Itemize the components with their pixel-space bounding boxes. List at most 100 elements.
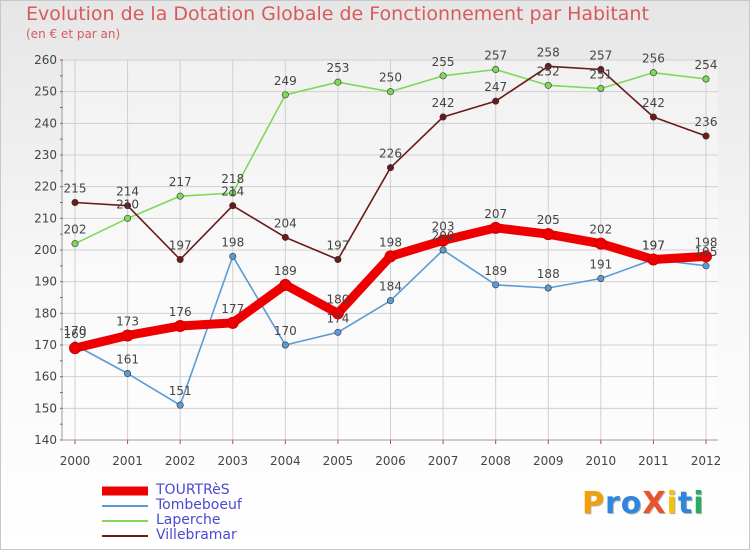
data-label: 189 <box>274 264 297 278</box>
x-tick-label: 2012 <box>691 454 722 468</box>
data-label: 174 <box>326 311 349 325</box>
x-tick-label: 2011 <box>638 454 669 468</box>
data-point <box>176 401 184 409</box>
data-point <box>647 253 660 266</box>
data-label: 180 <box>326 292 349 306</box>
data-label: 217 <box>169 175 192 189</box>
data-label: 161 <box>116 353 139 367</box>
y-tick-label: 190 <box>34 275 57 289</box>
data-label: 226 <box>379 147 402 161</box>
data-label: 257 <box>484 49 507 63</box>
chart-title: Evolution de la Dotation Globale de Fonc… <box>26 3 649 25</box>
x-tick-label: 2005 <box>323 454 354 468</box>
data-point <box>542 228 555 241</box>
data-point <box>649 113 657 121</box>
data-label: 256 <box>642 52 665 66</box>
legend-swatch <box>102 486 148 496</box>
data-point <box>281 341 289 349</box>
y-tick-label: 200 <box>34 243 57 257</box>
data-label: 214 <box>116 185 139 199</box>
logo-letter: X <box>642 486 667 521</box>
y-tick-label: 210 <box>34 211 57 225</box>
data-label: 258 <box>537 45 560 59</box>
legend-swatch <box>102 520 148 522</box>
data-point <box>334 255 342 263</box>
data-label: 202 <box>64 223 87 237</box>
logo-letter: r <box>605 486 621 521</box>
data-label: 198 <box>379 235 402 249</box>
y-tick-label: 180 <box>34 306 57 320</box>
data-label: 200 <box>432 229 455 243</box>
logo-letter: o <box>620 486 643 521</box>
legend-label: Tombeboeuf <box>156 497 242 513</box>
data-point <box>226 316 239 329</box>
data-point <box>700 250 712 263</box>
legend-label: Villebramar <box>156 527 237 543</box>
data-point <box>334 328 342 336</box>
data-label: 188 <box>537 267 560 281</box>
data-point <box>176 192 184 200</box>
data-label: 257 <box>589 49 612 63</box>
x-tick-label: 2002 <box>165 454 196 468</box>
chart-subtitle: (en € et par an) <box>26 27 121 41</box>
data-point <box>229 189 237 197</box>
data-label: 191 <box>589 258 612 272</box>
data-point <box>439 113 447 121</box>
proxiti-logo: ProXiti <box>582 486 705 521</box>
y-tick-label: 140 <box>34 433 57 447</box>
data-label: 203 <box>432 220 455 234</box>
data-label: 197 <box>642 239 665 253</box>
data-label: 250 <box>379 71 402 85</box>
data-point <box>702 262 710 270</box>
x-tick-label: 2004 <box>270 454 301 468</box>
x-tick-label: 2003 <box>217 454 248 468</box>
y-tick-label: 170 <box>34 338 57 352</box>
data-label: 205 <box>537 213 560 227</box>
data-point <box>597 85 605 93</box>
data-point <box>597 274 605 282</box>
line-chart: 140 150 160 170 180 190 200 210 220 230 240 250 260 2… <box>34 45 722 468</box>
data-label: 189 <box>484 264 507 278</box>
y-tick-label: 220 <box>34 180 57 194</box>
data-label: 210 <box>116 197 139 211</box>
data-point <box>281 233 289 241</box>
x-tick-label: 2010 <box>586 454 617 468</box>
data-label: 202 <box>589 223 612 237</box>
y-tick-label: 260 <box>34 53 57 67</box>
logo-letter: i <box>693 486 705 521</box>
x-tick-label: 2009 <box>533 454 564 468</box>
data-label: 247 <box>484 80 507 94</box>
x-tick-label: 2001 <box>112 454 143 468</box>
data-point <box>594 237 607 250</box>
data-point <box>702 75 710 83</box>
data-label: 214 <box>221 185 244 199</box>
data-point <box>597 66 605 74</box>
data-label: 255 <box>432 55 455 69</box>
data-point <box>124 369 132 377</box>
data-label: 198 <box>695 235 718 249</box>
legend-swatch <box>102 505 148 507</box>
logo-letter: P <box>582 486 605 521</box>
data-label: 242 <box>642 96 665 110</box>
data-point <box>437 234 450 247</box>
data-label: 253 <box>326 61 349 75</box>
data-label: 207 <box>484 207 507 221</box>
data-point <box>229 252 237 260</box>
data-label: 177 <box>221 302 244 316</box>
data-point <box>386 164 394 172</box>
data-label: 249 <box>274 74 297 88</box>
y-tick-label: 160 <box>34 370 57 384</box>
data-label: 176 <box>169 305 192 319</box>
data-label: 198 <box>221 235 244 249</box>
data-point <box>176 255 184 263</box>
data-point <box>229 202 237 210</box>
legend-swatch <box>102 535 148 537</box>
data-point <box>71 240 79 248</box>
logo-letter: t <box>677 486 694 521</box>
data-point <box>649 69 657 77</box>
data-label: 236 <box>695 115 718 129</box>
x-tick-label: 2000 <box>60 454 91 468</box>
data-point <box>439 72 447 80</box>
data-point <box>386 297 394 305</box>
data-label: 195 <box>695 245 718 259</box>
